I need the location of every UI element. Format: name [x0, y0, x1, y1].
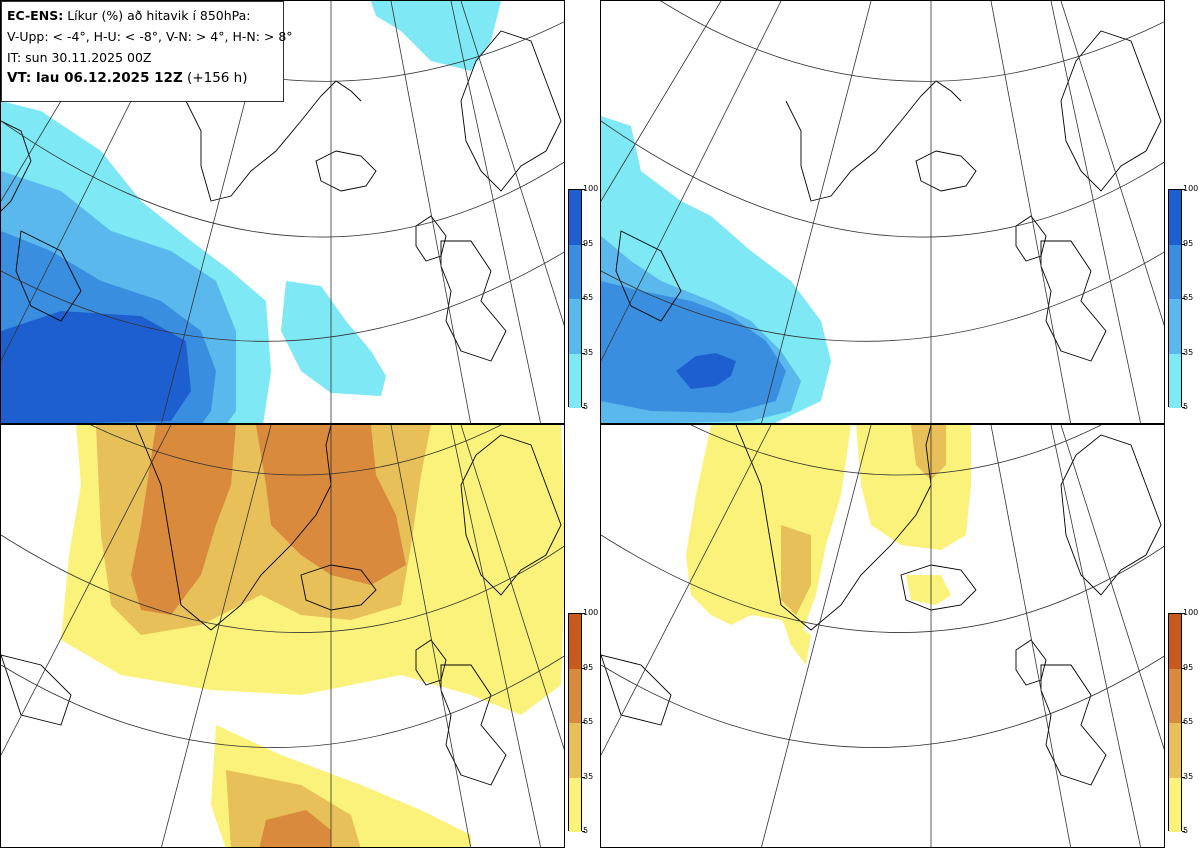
colorbar-tick [1182, 407, 1185, 408]
colorbar-tick-label: 100 [583, 184, 599, 193]
colorbar-tick [582, 298, 585, 299]
colorbar-tick-label: 5 [1183, 402, 1189, 411]
colorbar-segment [1169, 353, 1181, 408]
colorbar-tick-label: 35 [583, 347, 594, 357]
prob-5-field-iceland [906, 575, 951, 605]
colorbar-lower-left [568, 613, 582, 832]
colorbar-segment [1169, 668, 1181, 723]
colorbar-segment [569, 777, 581, 832]
map-cold-minus4 [1, 1, 564, 423]
colorbar-segment [1169, 777, 1181, 832]
colorbar-tick-label: 65 [1183, 717, 1194, 726]
colorbar-tick-label: 35 [1183, 347, 1194, 357]
prob-95-field [676, 353, 736, 389]
graticule [601, 1, 1164, 423]
colorbar-segment [1169, 614, 1181, 669]
colorbar-tick-label: 5 [1183, 826, 1189, 835]
graticule [1, 425, 564, 847]
coastlines [1, 425, 562, 786]
lead-time-text: (+156 h) [187, 70, 248, 86]
panel-warm-plus8 [600, 424, 1165, 848]
colorbar-tick [582, 667, 585, 669]
map-warm-plus8 [601, 425, 1164, 847]
panel-cold-minus8 [600, 0, 1165, 424]
prob-35-field [781, 525, 811, 615]
colorbar-upper-right [1168, 189, 1182, 408]
colorbar-tick [1182, 189, 1185, 190]
colorbar-tick-label: 95 [583, 662, 594, 672]
colorbar-segment [1169, 723, 1181, 778]
colorbar-tick-label: 100 [583, 608, 599, 617]
colorbar-tick [1182, 352, 1185, 354]
colorbar-segment [1169, 244, 1181, 299]
colorbar-tick [1182, 667, 1185, 669]
colorbar-segment [569, 353, 581, 408]
colorbar-segment [569, 668, 581, 723]
colorbar-tick [1182, 298, 1185, 299]
colorbar-tick-label: 35 [583, 771, 594, 781]
info-title-line: EC-ENS: Líkur (%) að hitavik í 850hPa: [7, 5, 278, 26]
colorbar-tick [1182, 613, 1185, 614]
prob-95-field [1, 311, 191, 423]
prob-5-field-west-tongue [781, 615, 811, 665]
colorbar-tick-label: 65 [1183, 293, 1194, 302]
prob-65-field [131, 425, 236, 615]
colorbar-segment [1169, 299, 1181, 354]
prob-65-field-south [259, 810, 331, 847]
title-text: Líkur (%) að hitavik í 850hPa: [67, 8, 251, 23]
colorbar-segment [569, 299, 581, 354]
init-time-text: IT: sun 30.11.2025 00Z [7, 50, 152, 65]
graticule [601, 425, 1164, 847]
prob-5-field-north [371, 1, 501, 71]
coastlines [1, 30, 562, 362]
colorbar-tick [582, 243, 585, 245]
colorbar-segment [569, 244, 581, 299]
colorbar-tick [582, 407, 585, 408]
colorbar-lower-right [1168, 613, 1182, 832]
colorbar-tick [582, 352, 585, 354]
panel-warm-plus4 [0, 424, 565, 848]
map-cold-minus8 [601, 1, 1164, 423]
colorbar-tick-label: 95 [1183, 238, 1194, 248]
colorbar-tick-label: 5 [583, 826, 589, 835]
colorbar-upper-left [568, 189, 582, 408]
colorbar-segment [569, 723, 581, 778]
valid-time-line: VT: lau 06.12.2025 12Z (+156 h) [7, 68, 278, 89]
colorbar-segment [569, 190, 581, 245]
colorbar-tick [582, 776, 585, 778]
colorbar-tick [1182, 831, 1185, 832]
forecast-info-box: EC-ENS: Líkur (%) að hitavik í 850hPa: V… [1, 1, 293, 102]
colorbar-tick-label: 100 [1183, 608, 1199, 617]
colorbar-tick [582, 189, 585, 190]
prob-35-field-north [911, 425, 946, 480]
colorbar-segment [569, 614, 581, 669]
colorbar-tick-label: 35 [1183, 771, 1194, 781]
map-warm-plus4 [1, 425, 564, 847]
panel-cold-minus4: EC-ENS: Líkur (%) að hitavik í 850hPa: V… [0, 0, 565, 424]
coastlines [601, 425, 1162, 786]
colorbar-segment [1169, 190, 1181, 245]
colorbar-tick [1182, 776, 1185, 778]
coastlines [615, 30, 1162, 362]
colorbar-tick-label: 100 [1183, 184, 1199, 193]
colorbar-tick-label: 95 [583, 238, 594, 248]
colorbar-tick-label: 65 [583, 717, 594, 726]
colorbar-tick-label: 95 [1183, 662, 1194, 672]
colorbar-tick [582, 613, 585, 614]
model-name: EC-ENS: [7, 8, 64, 23]
colorbar-tick [582, 722, 585, 723]
colorbar-tick [1182, 243, 1185, 245]
colorbar-tick-label: 5 [583, 402, 589, 411]
colorbar-tick-label: 65 [583, 293, 594, 302]
colorbar-tick [582, 831, 585, 832]
colorbar-tick [1182, 722, 1185, 723]
valid-time-text: VT: lau 06.12.2025 12Z [7, 70, 183, 86]
prob-5-field-patch [281, 281, 386, 396]
thresholds-text: V-Upp: < -4°, H-U: < -8°, V-N: > 4°, H-N… [7, 29, 293, 44]
